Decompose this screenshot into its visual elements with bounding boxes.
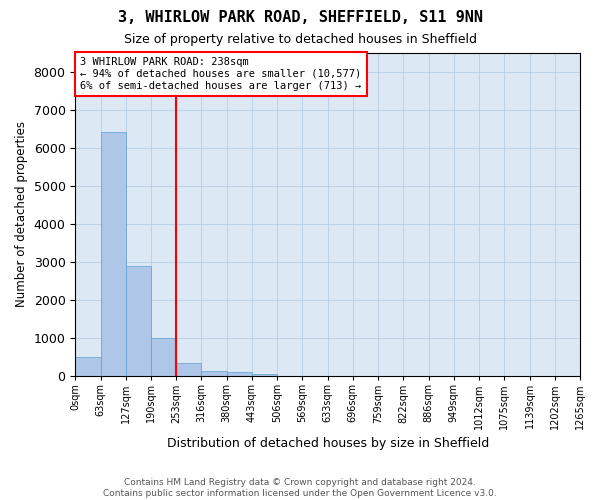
Bar xyxy=(101,132,126,376)
Bar xyxy=(126,266,151,376)
Bar xyxy=(151,338,176,376)
Bar xyxy=(252,374,277,376)
Text: Contains HM Land Registry data © Crown copyright and database right 2024.
Contai: Contains HM Land Registry data © Crown c… xyxy=(103,478,497,498)
Text: 3, WHIRLOW PARK ROAD, SHEFFIELD, S11 9NN: 3, WHIRLOW PARK ROAD, SHEFFIELD, S11 9NN xyxy=(118,10,482,25)
Text: Size of property relative to detached houses in Sheffield: Size of property relative to detached ho… xyxy=(124,32,476,46)
Y-axis label: Number of detached properties: Number of detached properties xyxy=(15,122,28,308)
Text: 3 WHIRLOW PARK ROAD: 238sqm
← 94% of detached houses are smaller (10,577)
6% of : 3 WHIRLOW PARK ROAD: 238sqm ← 94% of det… xyxy=(80,58,362,90)
Bar xyxy=(227,372,252,376)
Bar xyxy=(202,370,227,376)
X-axis label: Distribution of detached houses by size in Sheffield: Distribution of detached houses by size … xyxy=(167,437,489,450)
Bar xyxy=(75,357,101,376)
Bar xyxy=(176,363,202,376)
